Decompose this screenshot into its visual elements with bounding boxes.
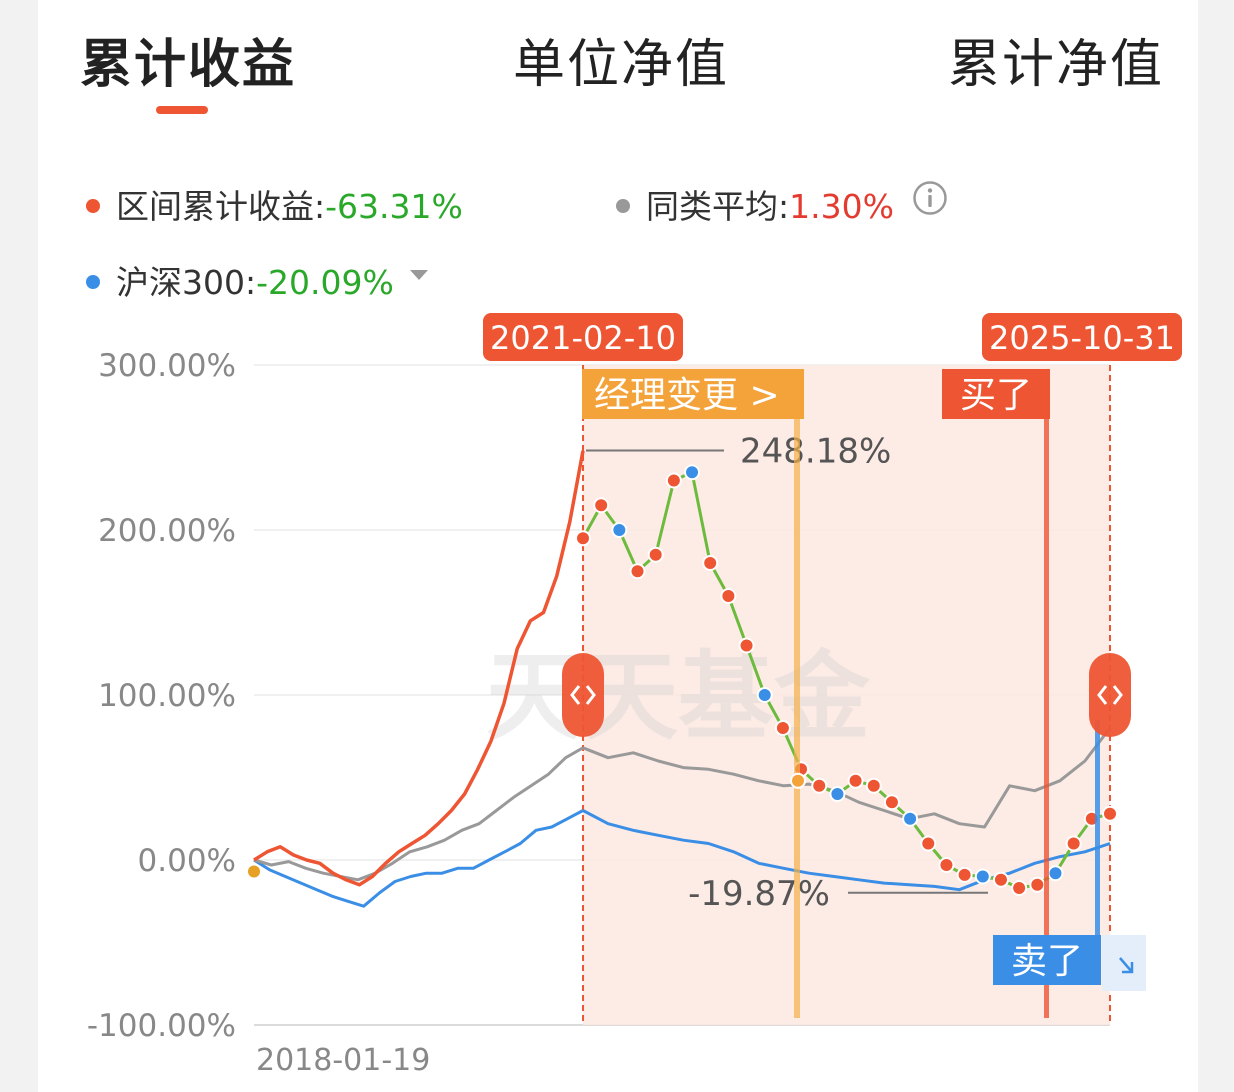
fund-trade-dot [938,856,955,873]
tab-cumulative-return[interactable]: 累计收益 [80,35,297,95]
fund-trade-dot [738,637,755,654]
max-value-label: 248.18% [740,432,891,472]
legend-fund-label: 区间累计收益: [116,187,326,226]
fund-performance-card: 累计收益 单位净值 累计净值 区间累计收益:-63.31% 同类平均:1.30%… [38,0,1198,1092]
fund-trade-dot [974,868,991,885]
legend-fund-dot [86,198,100,213]
fund-trade-dot [829,786,846,802]
tab-unit-nav[interactable]: 单位净值 [513,35,730,95]
fund-trade-dot [902,810,919,827]
fund-trade-dot [865,777,882,794]
range-start-handle[interactable] [562,653,604,737]
chart-tabs: 累计收益 单位净值 累计净值 [38,0,1198,130]
range-end-handle[interactable] [1089,653,1131,737]
manager-change-flag-bg [582,369,804,419]
watermark-text: 天天基金 [486,641,871,753]
drag-arrows-icon [1097,685,1123,705]
fund-trade-dot [702,555,719,571]
range-line-peer [582,727,1112,829]
y-tick-label: 100.00% [98,678,236,714]
buy-line [1044,418,1049,1018]
legend-fund-value: -63.31% [325,187,463,226]
series-line-fund [253,450,585,887]
fund-trade-dot [811,777,828,794]
buy-flag-bg [942,369,1050,419]
manager-change-line [794,418,800,1018]
legend-index-dot [86,274,100,289]
range-start-handle-body [562,653,604,737]
y-tick-label: 200.00% [98,513,236,549]
fund-trade-dot [992,871,1009,888]
range-end-badge-bg [982,313,1182,361]
y-tick-label: 300.00% [98,348,236,384]
fund-trade-dot [1102,805,1118,822]
y-tick-label: 0.00% [138,843,236,879]
fund-trade-dot [665,472,682,489]
fund-trade-dot [629,563,646,580]
fund-trade-dot [1047,865,1064,882]
legend-index-label: 沪深300: [116,263,257,302]
watermark: 天天基金 [486,641,871,753]
info-circle-icon[interactable] [912,180,948,216]
y-tick-label: -100.00% [87,1008,236,1044]
range-end-badge: 2025-10-31 [989,319,1175,357]
series-start-dot [248,865,260,878]
manager-change-dot [790,772,806,789]
manager-change-flag: 经理变更 > [594,375,780,416]
series-line-peer [253,746,584,882]
legend-peer: 同类平均:1.30% [616,180,894,228]
buy-flag: 买了 [960,375,1032,416]
triangle-down-icon[interactable] [408,268,430,282]
min-value-label: -19.87% [688,874,830,914]
fund-trade-dot [1029,876,1046,893]
fund-trade-dot [593,497,610,514]
fund-trade-dot [883,794,900,811]
range-start-badge: 2021-02-10 [490,319,676,357]
fund-trade-dot [684,464,701,481]
legend-peer-value: 1.30% [789,187,894,226]
fund-trade-dot [575,530,591,547]
sell-flag: 卖了 [1011,941,1083,982]
fund-trade-dot [1065,835,1082,852]
series-line-index [253,809,584,908]
fund-trade-dot [720,588,737,604]
fund-trade-dot [920,835,937,852]
range-start-badge-bg [483,313,683,361]
range-end-handle-body [1089,653,1131,737]
fund-trade-dot [611,522,628,538]
annotations: 248.18% -19.87% 2021-02-10 2025-10-31 经理变更 >… [483,313,1182,1018]
sell-line [1095,720,1100,940]
arrow-down-right-icon [1119,957,1134,974]
x-start-label: 2018-01-19 [256,1043,430,1078]
legend-peer-dot [616,198,630,213]
range-handles [562,653,1131,737]
fund-trade-dot [956,866,973,883]
tab-cumulative-nav[interactable]: 累计净值 [948,35,1165,95]
performance-chart: 300.00% 200.00% 100.00% 0.00% -100.00% 2018-0… [87,313,1182,1078]
fund-trade-dot [847,772,864,789]
legend-fund: 区间累计收益:-63.31% [86,180,463,228]
legend-peer-label: 同类平均: [646,187,790,226]
drag-arrows-icon [570,685,596,705]
legend-index-value: -20.09% [256,263,394,302]
fund-trade-dot [1011,880,1028,897]
legend-index: 沪深300:-20.09% [86,256,394,304]
fund-trade-dot [647,546,664,563]
sell-flag-bg [993,935,1101,985]
range-line-index [582,809,1111,892]
active-tab-indicator [156,106,208,114]
fund-trade-dot [774,720,791,736]
fund-trade-dot [756,687,773,703]
